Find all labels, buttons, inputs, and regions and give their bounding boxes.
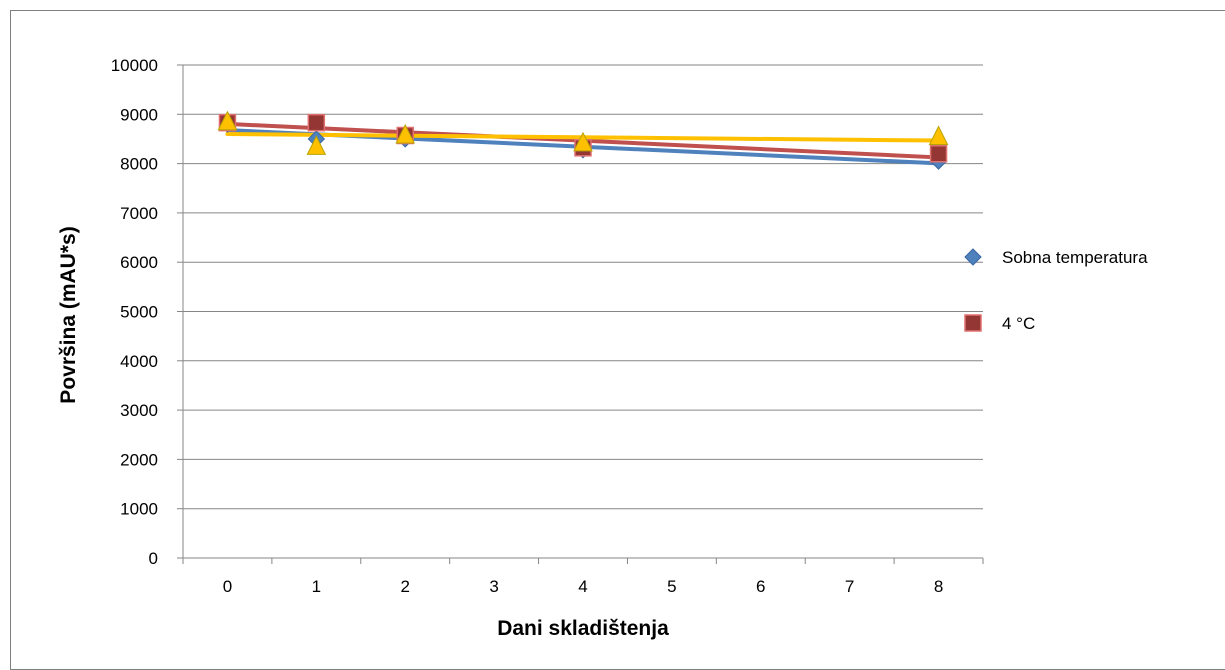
y-axis-title: Površina (mAU*s) bbox=[57, 226, 80, 403]
data-point-square bbox=[929, 144, 948, 163]
y-tick-label: 1000 bbox=[120, 500, 158, 519]
data-point-triangle bbox=[306, 135, 327, 155]
x-tick-label: 5 bbox=[667, 577, 676, 596]
data-point-triangle bbox=[395, 123, 416, 144]
x-tick-label: 1 bbox=[312, 577, 321, 596]
data-point-triangle bbox=[573, 131, 593, 152]
legend-label: 4 °C bbox=[1002, 314, 1035, 333]
y-tick-label: 10000 bbox=[111, 56, 158, 75]
legend-marker-diamond bbox=[964, 248, 982, 266]
data-point-triangle bbox=[217, 110, 238, 131]
y-tick-label: 0 bbox=[149, 549, 158, 568]
y-tick-label: 3000 bbox=[120, 401, 158, 420]
axes: 0 1000 2000 3000 4000 5000 6000 7000 8000 9000 100… bbox=[111, 56, 984, 596]
y-tick-label: 5000 bbox=[120, 303, 158, 322]
x-tick-label: 4 bbox=[578, 577, 587, 596]
legend: Sobna temperatura 4 °C bbox=[964, 248, 1148, 333]
x-tick-label: 6 bbox=[756, 577, 765, 596]
data-point-triangle bbox=[928, 125, 949, 145]
data-point-square bbox=[307, 113, 326, 132]
legend-label: Sobna temperatura bbox=[1002, 248, 1148, 267]
x-axis-title: Dani skladištenja bbox=[497, 617, 669, 640]
x-tick-label: 2 bbox=[400, 577, 409, 596]
data-points bbox=[217, 110, 949, 170]
y-tick-label: 8000 bbox=[120, 155, 158, 174]
y-tick-label: 4000 bbox=[120, 352, 158, 371]
grid-lines bbox=[183, 64, 983, 559]
chart: 0 1000 2000 3000 4000 5000 6000 7000 8000 9000 100… bbox=[57, 56, 1148, 640]
x-tick-label: 8 bbox=[934, 577, 943, 596]
y-tick-label: 6000 bbox=[120, 253, 158, 272]
x-tick-label: 7 bbox=[845, 577, 854, 596]
y-tick-label: 9000 bbox=[120, 105, 158, 124]
x-tick-label: 3 bbox=[489, 577, 498, 596]
legend-marker-square bbox=[964, 314, 982, 332]
y-tick-label: 7000 bbox=[120, 204, 158, 223]
chart-frame bbox=[10, 10, 1225, 670]
x-tick-label: 0 bbox=[223, 577, 232, 596]
y-tick-label: 2000 bbox=[120, 450, 158, 469]
